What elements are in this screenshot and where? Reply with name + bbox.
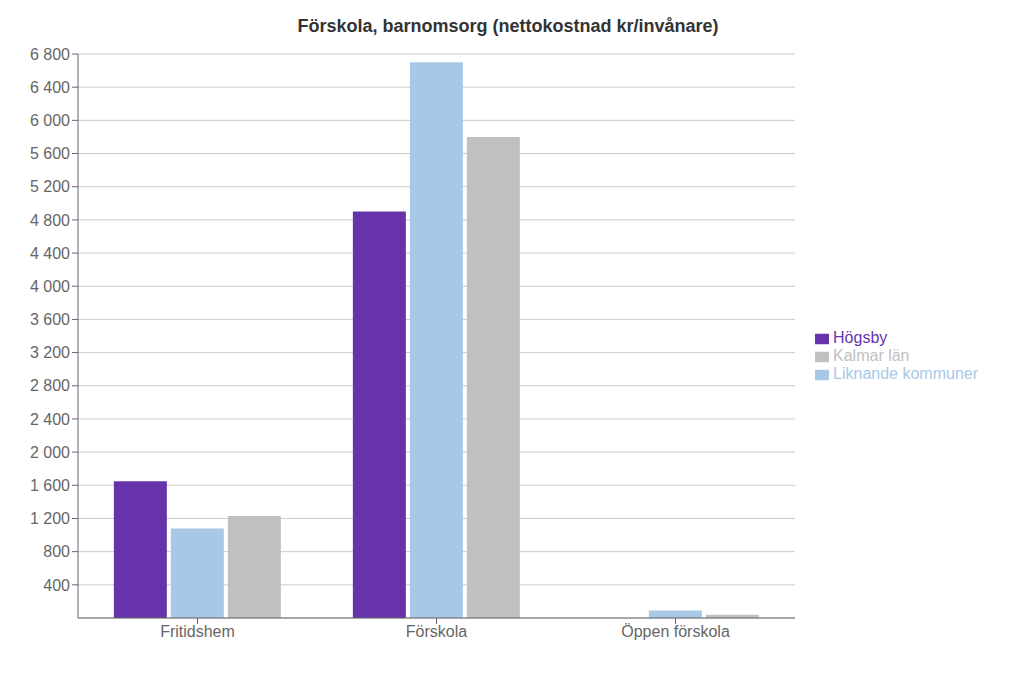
html-text:Kalmar län: Kalmar län xyxy=(833,347,910,364)
svg-text:Öppen förskola: Öppen förskola xyxy=(621,623,730,640)
svg-text:5 600: 5 600 xyxy=(30,145,70,162)
svg-text:2 800: 2 800 xyxy=(30,377,70,394)
html-text:Liknande kommuner: Liknande kommuner xyxy=(833,365,978,382)
svg-text:Fritidshem: Fritidshem xyxy=(160,623,235,640)
svg-text:4 000: 4 000 xyxy=(30,278,70,295)
svg-text:5 200: 5 200 xyxy=(30,178,70,195)
svg-text:Förskola: Förskola xyxy=(406,623,467,640)
svg-text:2 000: 2 000 xyxy=(30,444,70,461)
svg-text:400: 400 xyxy=(43,577,70,594)
svg-text:800: 800 xyxy=(43,543,70,560)
svg-text:1 200: 1 200 xyxy=(30,510,70,527)
svg-text:6 000: 6 000 xyxy=(30,112,70,129)
svg-text:3 600: 3 600 xyxy=(30,311,70,328)
html-text:Förskola, barnomsorg (nettokos: Förskola, barnomsorg (nettokostnad kr/in… xyxy=(297,16,719,36)
svg-text:1 600: 1 600 xyxy=(30,477,70,494)
svg-text:4 400: 4 400 xyxy=(30,245,70,262)
html-text:Högsby: Högsby xyxy=(833,329,888,346)
svg-text:6 800: 6 800 xyxy=(30,46,70,63)
svg-text:6 400: 6 400 xyxy=(30,79,70,96)
svg-text:2 400: 2 400 xyxy=(30,411,70,428)
svg-text:4 800: 4 800 xyxy=(30,212,70,229)
svg-text:3 200: 3 200 xyxy=(30,344,70,361)
